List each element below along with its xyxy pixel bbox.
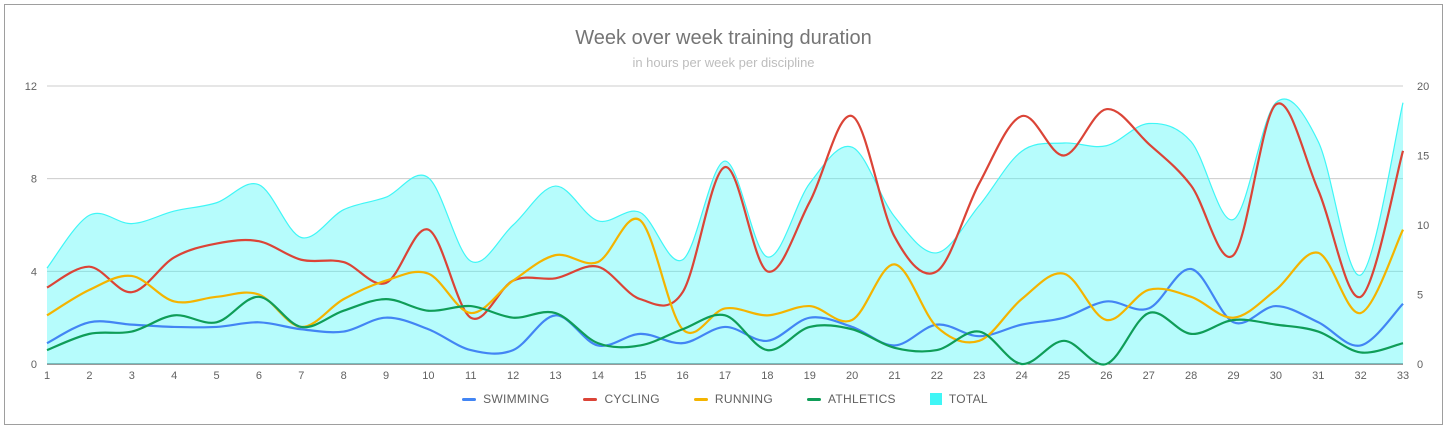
legend-swatch — [462, 397, 477, 401]
x-tick-label: 17 — [719, 370, 731, 382]
x-tick-label: 23 — [973, 370, 985, 382]
y-right-tick-label: 20 — [1417, 81, 1429, 93]
legend-item-total[interactable]: TOTAL — [929, 392, 988, 406]
chart-subtitle: in hours per week per discipline — [632, 55, 815, 70]
x-tick-label: 13 — [549, 370, 561, 382]
legend-item-cycling[interactable]: CYCLING — [583, 392, 660, 406]
legend-item-swimming[interactable]: SWIMMING — [462, 392, 549, 406]
x-tick-label: 24 — [1016, 370, 1028, 382]
y-right-tick-label: 5 — [1417, 290, 1423, 302]
x-tick-label: 20 — [846, 370, 858, 382]
legend-label: SWIMMING — [483, 392, 550, 406]
x-tick-label: 14 — [592, 370, 604, 382]
x-tick-label: 27 — [1143, 370, 1155, 382]
y-left-tick-label: 0 — [31, 359, 37, 371]
y-left-tick-label: 4 — [31, 266, 37, 278]
x-tick-label: 8 — [341, 370, 347, 382]
series-athletics-line — [46, 295, 1404, 366]
y-right-tick-label: 15 — [1417, 151, 1429, 163]
x-tick-label: 7 — [298, 370, 304, 382]
legend-item-running[interactable]: RUNNING — [693, 392, 774, 406]
x-tick-label: 31 — [1312, 370, 1324, 382]
series-total-area — [47, 98, 1403, 364]
legend-swatch — [583, 397, 598, 401]
series-total-line — [46, 98, 1404, 276]
y-right-tick-label: 0 — [1417, 359, 1423, 371]
x-tick-label: 3 — [129, 370, 135, 382]
y-right-tick-label: 10 — [1417, 220, 1429, 232]
x-tick-label: 21 — [888, 370, 900, 382]
chart-title: Week over week training duration — [575, 27, 872, 49]
legend-label: CYCLING — [604, 392, 660, 406]
chart-frame: Week over week training duration in hour… — [4, 4, 1443, 425]
x-tick-label: 9 — [383, 370, 389, 382]
x-tick-label: 28 — [1185, 370, 1197, 382]
legend-label: ATHLETICS — [828, 392, 896, 406]
legend-swatch — [693, 397, 708, 401]
x-tick-label: 22 — [931, 370, 943, 382]
x-tick-label: 26 — [1100, 370, 1112, 382]
x-tick-label: 16 — [677, 370, 689, 382]
series-cycling-line — [46, 102, 1405, 320]
x-tick-label: 1 — [44, 370, 50, 382]
x-tick-label: 32 — [1355, 370, 1367, 382]
y-left-tick-label: 12 — [25, 81, 37, 93]
x-tick-label: 33 — [1397, 370, 1409, 382]
legend-item-athletics[interactable]: ATHLETICS — [807, 392, 896, 406]
legend-swatch — [807, 397, 822, 401]
x-tick-label: 29 — [1227, 370, 1239, 382]
x-tick-label: 25 — [1058, 370, 1070, 382]
legend-label: TOTAL — [948, 392, 988, 406]
x-tick-label: 5 — [213, 370, 219, 382]
legend-swatch — [929, 393, 942, 405]
x-tick-label: 4 — [171, 370, 177, 382]
y-left-tick-label: 8 — [31, 174, 37, 186]
x-tick-label: 11 — [465, 370, 476, 382]
x-tick-label: 15 — [634, 370, 646, 382]
x-tick-label: 18 — [761, 370, 773, 382]
legend: SWIMMING CYCLING RUNNING ATHLETICS TOTAL — [0, 392, 1450, 406]
x-tick-label: 12 — [507, 370, 519, 382]
series-swimming-line — [46, 267, 1404, 355]
x-tick-label: 2 — [86, 370, 92, 382]
legend-label: RUNNING — [714, 392, 774, 406]
x-tick-label: 6 — [256, 370, 262, 382]
x-tick-label: 10 — [422, 370, 434, 382]
x-tick-label: 30 — [1270, 370, 1282, 382]
x-tick-label: 19 — [804, 370, 816, 382]
